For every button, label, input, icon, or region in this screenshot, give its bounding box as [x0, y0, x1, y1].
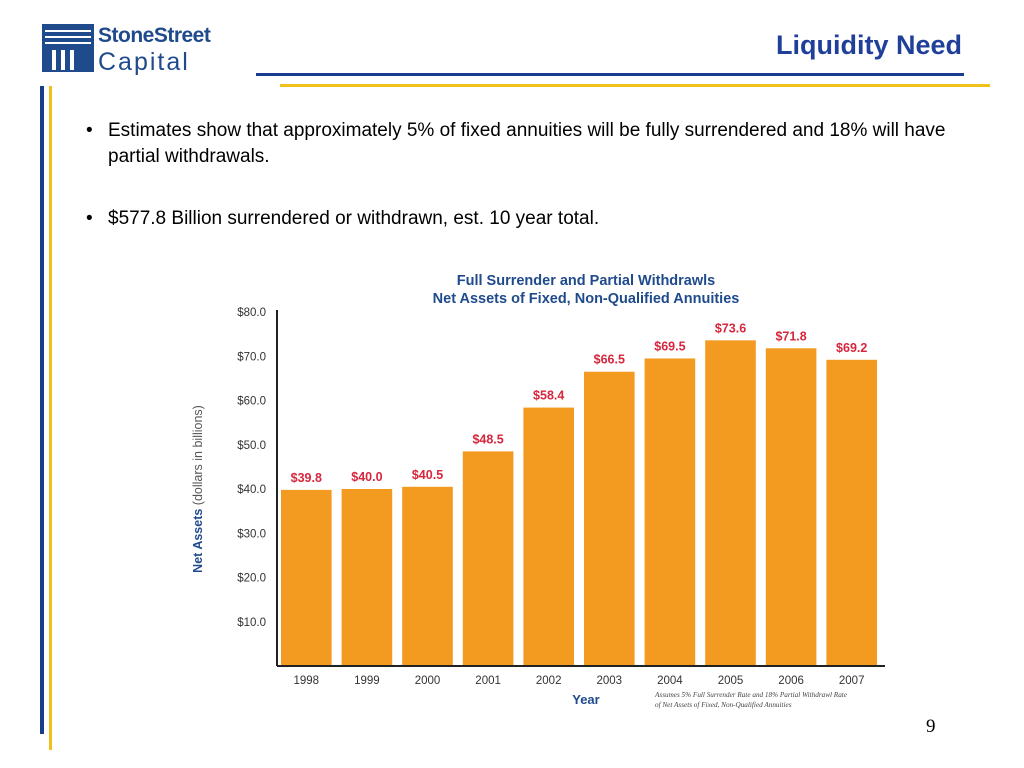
bullet-text: $577.8 Billion surrendered or withdrawn,… [108, 208, 600, 229]
bar [705, 340, 756, 666]
bar-value-label: $69.5 [654, 339, 685, 353]
header-rule-blue [256, 73, 964, 76]
bar [462, 451, 514, 666]
bar-value-label: $40.5 [412, 468, 443, 482]
bar [341, 489, 393, 666]
y-tick-label: $40.0 [237, 484, 266, 496]
company-logo: StoneStreet Capital [42, 24, 217, 76]
chart-title: Full Surrender and Partial Withdrawls [457, 273, 716, 289]
bar-value-label: $73.6 [715, 321, 746, 335]
y-tick-label: $50.0 [237, 440, 266, 452]
x-tick-label: 1999 [354, 675, 380, 687]
x-tick-label: 2000 [415, 675, 441, 687]
chart-subtitle: Net Assets of Fixed, Non-Qualified Annui… [433, 291, 740, 307]
bar-value-label: $69.2 [836, 341, 867, 355]
x-tick-label: 2002 [536, 675, 562, 687]
y-tick-label: $30.0 [237, 528, 266, 540]
side-rule-blue [40, 86, 44, 734]
bar [523, 407, 574, 666]
building-columns-icon [42, 24, 94, 72]
x-tick-label: 2003 [597, 675, 623, 687]
x-tick-label: 2001 [475, 675, 501, 687]
bar [281, 489, 332, 666]
x-tick-label: 2005 [718, 675, 744, 687]
bar [765, 348, 817, 666]
y-tick-label: $80.0 [237, 307, 266, 319]
y-tick-label: $70.0 [237, 351, 266, 363]
page-number: 9 [926, 716, 936, 737]
bar-value-label: $48.5 [472, 432, 503, 446]
x-tick-label: 2006 [778, 675, 804, 687]
bar [584, 371, 635, 666]
x-axis-label: Year [572, 692, 599, 707]
x-tick-label: 2007 [839, 675, 865, 687]
x-tick-label: 2004 [657, 675, 683, 687]
bar-value-label: $40.0 [351, 470, 382, 484]
side-rule-gold [49, 86, 52, 750]
y-tick-label: $60.0 [237, 396, 266, 408]
logo-wordmark-bottom: Capital [98, 48, 190, 76]
bar-value-label: $66.5 [594, 353, 625, 367]
header-rule-gold [280, 84, 990, 87]
x-tick-label: 1998 [294, 675, 320, 687]
bar-value-label: $71.8 [775, 329, 806, 343]
y-tick-label: $20.0 [237, 573, 266, 585]
bar [402, 486, 453, 666]
chart-footnote: of Net Assets of Fixed, Non-Qualified An… [655, 701, 792, 709]
bar [644, 358, 696, 666]
bullet-item: • $577.8 Billion surrendered or withdraw… [86, 206, 946, 232]
bullet-marker: • [86, 120, 93, 141]
bar-value-label: $58.4 [533, 389, 564, 403]
chart-footnote: Assumes 5% Full Surrender Rate and 18% P… [654, 691, 848, 699]
y-axis-label: Net Assets (dollars in billions) [191, 405, 205, 573]
logo-wordmark-top: StoneStreet [98, 24, 211, 47]
bullet-list: • Estimates show that approximately 5% o… [86, 118, 946, 268]
bar-chart: Full Surrender and Partial Withdrawls Net… [191, 273, 885, 709]
bar [826, 359, 877, 666]
bar-value-label: $39.8 [291, 471, 322, 485]
bullet-text: Estimates show that approximately 5% of … [108, 120, 946, 167]
bullet-item: • Estimates show that approximately 5% o… [86, 118, 946, 170]
slide-title: Liquidity Need [775, 30, 962, 60]
y-tick-label: $10.0 [237, 617, 266, 629]
bullet-marker: • [86, 208, 93, 229]
